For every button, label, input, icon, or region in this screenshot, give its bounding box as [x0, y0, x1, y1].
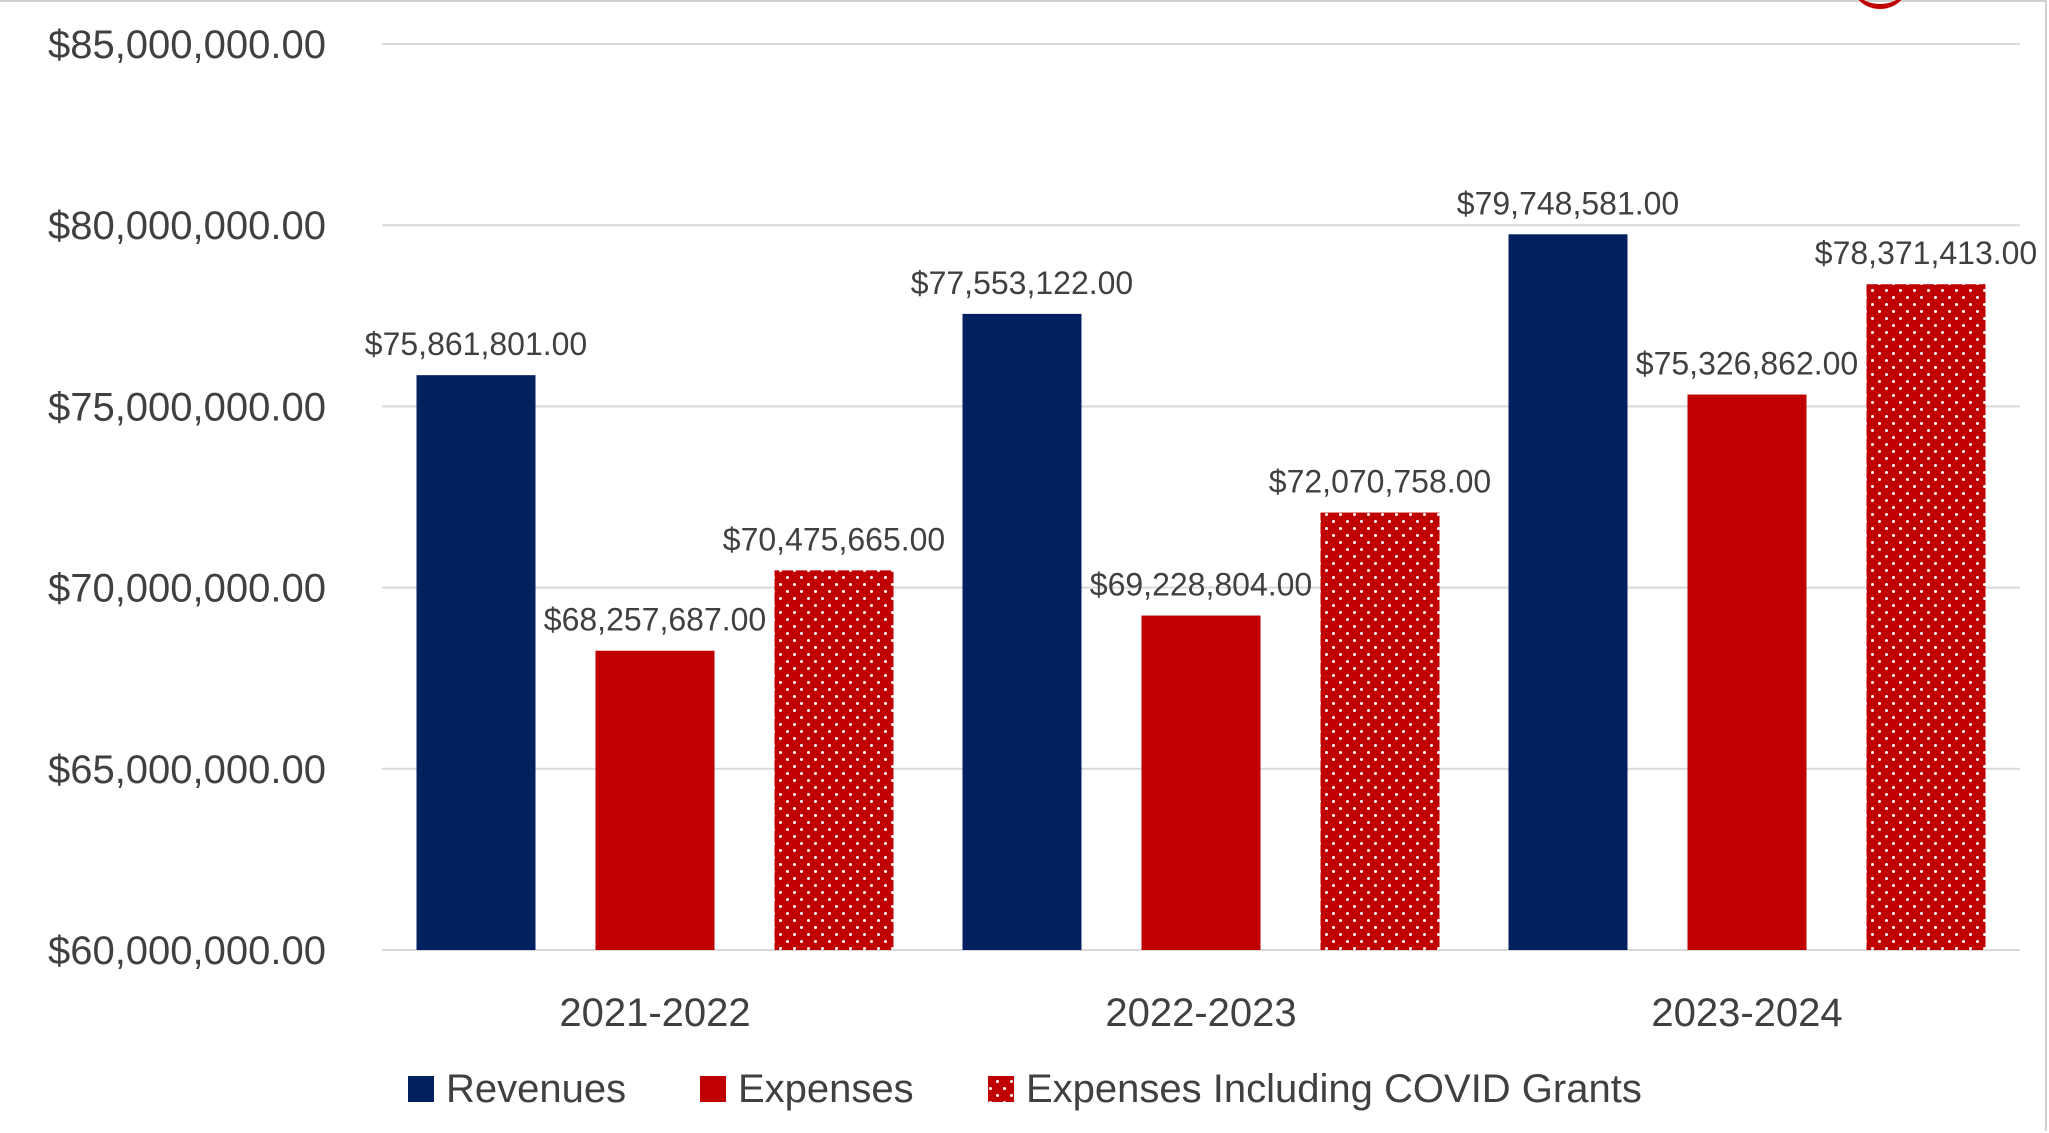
- x-category-label: 2021-2022: [559, 991, 750, 1035]
- legend: Revenues Expenses Expenses Including COVID…: [408, 1067, 1642, 1111]
- bar: [1320, 512, 1440, 950]
- x-axis-category-labels: 2021-2022 2022-2023 2023-2024: [559, 991, 1842, 1035]
- y-tick-label: $80,000,000.00: [48, 204, 326, 248]
- x-category-label: 2022-2023: [1105, 991, 1296, 1035]
- bar: [1508, 234, 1628, 951]
- data-label: $69,228,804.00: [1090, 567, 1312, 603]
- bar: [962, 313, 1082, 950]
- bars: [416, 234, 1986, 951]
- data-label: $78,371,413.00: [1815, 235, 2037, 271]
- y-tick-label: $60,000,000.00: [48, 929, 326, 973]
- data-label: $75,326,862.00: [1636, 346, 1858, 382]
- y-tick-label: $85,000,000.00: [48, 23, 326, 67]
- legend-label: Expenses Including COVID Grants: [1026, 1067, 1642, 1111]
- x-category-label: 2023-2024: [1651, 991, 1842, 1035]
- legend-swatch: [988, 1076, 1014, 1102]
- data-label: $68,257,687.00: [544, 602, 766, 638]
- y-tick-label: $65,000,000.00: [48, 748, 326, 792]
- bar: [1687, 394, 1807, 950]
- legend-label: Revenues: [446, 1067, 626, 1111]
- y-axis-tick-labels: $60,000,000.00 $65,000,000.00 $70,000,000.…: [48, 23, 326, 973]
- data-label: $72,070,758.00: [1269, 464, 1491, 500]
- bar: [1141, 615, 1261, 950]
- data-label: $77,553,122.00: [911, 265, 1133, 301]
- bar: [595, 650, 715, 950]
- data-labels: $75,861,801.00 $68,257,687.00 $70,475,665.…: [365, 185, 2037, 637]
- bar: [416, 375, 536, 950]
- data-label: $79,748,581.00: [1457, 185, 1679, 221]
- legend-label: Expenses: [738, 1067, 914, 1111]
- y-tick-label: $70,000,000.00: [48, 567, 326, 611]
- data-label: $70,475,665.00: [723, 521, 945, 557]
- bar: [774, 570, 894, 950]
- data-label: $75,861,801.00: [365, 326, 587, 362]
- logo-fragment: [1850, 0, 1910, 9]
- y-tick-label: $75,000,000.00: [48, 385, 326, 429]
- bar: [1866, 284, 1986, 951]
- legend-swatch: [700, 1076, 726, 1102]
- legend-swatch: [408, 1076, 434, 1102]
